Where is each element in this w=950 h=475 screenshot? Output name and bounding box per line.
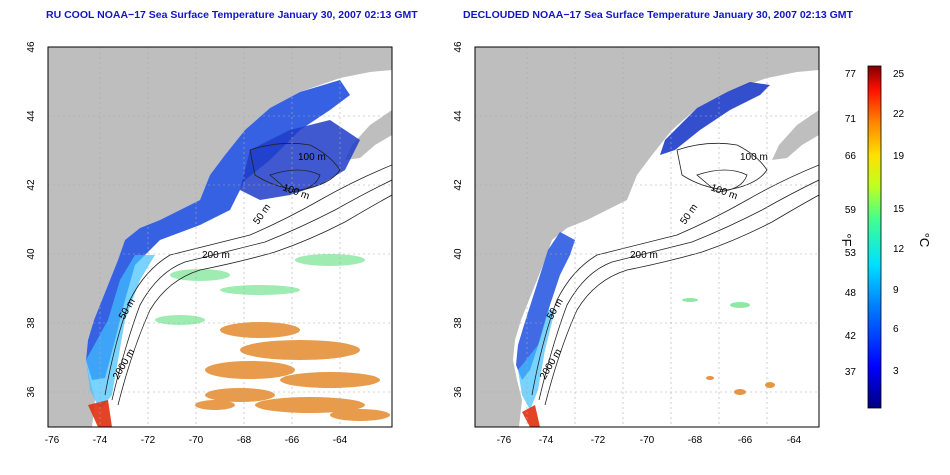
colorbar-c-ticks: 25 22 19 15 12 9 6 3	[893, 69, 905, 377]
left-land	[48, 47, 392, 427]
colorbar-c-tick: 9	[893, 285, 899, 296]
right-land	[475, 47, 819, 427]
right-x-tick: -76	[497, 435, 512, 446]
colorbar-f-tick: 42	[845, 331, 857, 342]
right-y-tick: 36	[453, 386, 464, 398]
right-grid	[475, 47, 819, 427]
right-contour-label-200m: 200 m	[630, 250, 658, 261]
left-contour-label-100m-a: 100 m	[298, 152, 326, 163]
colorbar: 77 71 66 59 53 48 42 37 25 22 19 15 12 9…	[839, 65, 932, 409]
right-sst-warm-south	[522, 405, 540, 427]
left-x-tick: -64	[333, 435, 348, 446]
colorbar-f-tick: 48	[845, 288, 857, 299]
left-x-tick: -76	[45, 435, 60, 446]
left-x-tick: -66	[285, 435, 300, 446]
left-x-axis: -76 -74 -72 -70 -68 -66 -64	[45, 435, 348, 446]
left-sst-shelf	[86, 255, 155, 410]
colorbar-f-tick: 71	[845, 114, 857, 125]
right-y-tick: 44	[453, 110, 464, 122]
left-y-tick: 44	[26, 110, 37, 122]
colorbar-f-tick: 37	[845, 367, 857, 378]
left-map-title: RU COOL NOAA−17 Sea Surface Temperature …	[46, 9, 418, 21]
colorbar-f-tick: 53	[845, 248, 857, 259]
colorbar-gradient	[867, 65, 882, 409]
colorbar-c-tick: 15	[893, 204, 905, 215]
right-x-tick: -70	[640, 435, 655, 446]
left-y-tick: 40	[26, 248, 37, 260]
right-map-frame	[474, 46, 820, 428]
right-sst-sparse-speckle	[706, 376, 775, 395]
left-y-tick: 36	[26, 386, 37, 398]
right-sst-coastal-band	[516, 232, 575, 380]
right-y-tick: 40	[453, 248, 464, 260]
colorbar-celsius-label: °C	[917, 233, 932, 248]
left-sst-coastal-band	[86, 80, 350, 380]
colorbar-c-tick: 22	[893, 109, 905, 120]
colorbar-f-ticks: 77 71 66 59 53 48 42 37	[845, 69, 857, 378]
right-x-tick: -74	[539, 435, 554, 446]
colorbar-f-tick: 66	[845, 151, 857, 162]
left-sst-green-speckle	[155, 254, 365, 325]
left-sst-warm-speckle	[195, 322, 390, 421]
left-sst-gulf-of-maine	[240, 120, 360, 200]
right-y-tick: 38	[453, 317, 464, 329]
right-sst-green-speckle	[682, 298, 750, 308]
right-x-tick: -68	[688, 435, 703, 446]
right-map-title: DECLOUDED NOAA−17 Sea Surface Temperatur…	[463, 9, 853, 21]
right-y-axis: 46 44 42 40 38 36	[453, 41, 464, 398]
left-y-tick: 42	[26, 179, 37, 191]
right-x-axis: -76 -74 -72 -70 -68 -66 -64	[497, 435, 802, 446]
colorbar-c-tick: 12	[893, 244, 905, 255]
right-map: 100 m 100 m 50 m 200 m 50 m 2000 m -76 -…	[453, 41, 820, 446]
left-land-ns	[345, 110, 392, 160]
left-map-frame	[47, 46, 393, 428]
left-y-tick: 46	[26, 41, 37, 53]
colorbar-f-tick: 59	[845, 205, 857, 216]
right-x-tick: -66	[738, 435, 753, 446]
right-y-tick: 42	[453, 179, 464, 191]
right-bathymetry-contours	[531, 142, 819, 406]
left-grid	[48, 47, 392, 427]
left-y-tick: 38	[26, 317, 37, 329]
colorbar-c-tick: 3	[893, 366, 899, 377]
right-x-tick: -64	[787, 435, 802, 446]
left-x-tick: -74	[93, 435, 108, 446]
right-contour-label-100m-a: 100 m	[740, 152, 768, 163]
colorbar-c-tick: 25	[893, 69, 905, 80]
right-y-tick: 46	[453, 41, 464, 53]
colorbar-c-tick: 19	[893, 151, 905, 162]
right-sst-gulf-of-maine	[660, 82, 770, 155]
right-x-tick: -72	[591, 435, 606, 446]
left-x-tick: -68	[237, 435, 252, 446]
left-x-tick: -72	[141, 435, 156, 446]
left-x-tick: -70	[189, 435, 204, 446]
left-y-axis: 46 44 42 40 38 36	[26, 41, 37, 398]
colorbar-f-tick: 77	[845, 69, 857, 80]
colorbar-c-tick: 6	[893, 324, 899, 335]
left-contour-label-200m: 200 m	[202, 250, 230, 261]
left-bathymetry-contours	[104, 142, 392, 406]
right-land-ns	[772, 110, 819, 160]
colorbar-fahrenheit-label: °F	[839, 233, 854, 246]
left-map: 100 m 100 m 50 m 200 m 50 m 2000 m -76 -…	[26, 41, 393, 446]
